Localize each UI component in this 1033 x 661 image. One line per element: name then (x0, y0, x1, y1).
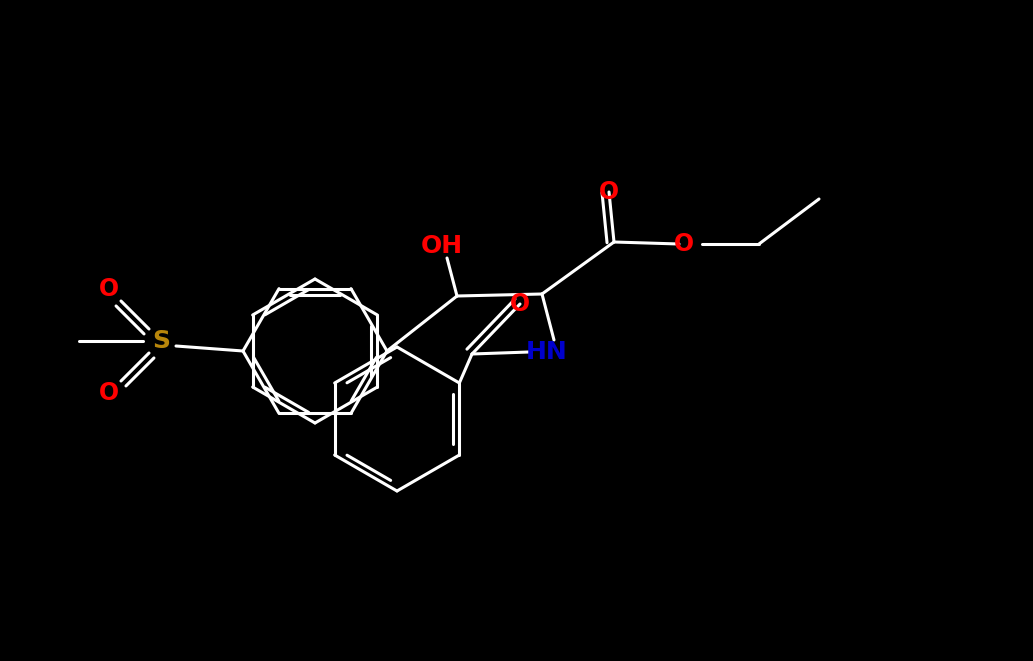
Text: O: O (599, 180, 619, 204)
Text: O: O (510, 292, 530, 316)
Text: HN: HN (526, 340, 568, 364)
Text: O: O (674, 232, 694, 256)
Text: OH: OH (420, 234, 463, 258)
Text: S: S (152, 329, 170, 353)
Text: O: O (99, 277, 119, 301)
Text: O: O (99, 381, 119, 405)
